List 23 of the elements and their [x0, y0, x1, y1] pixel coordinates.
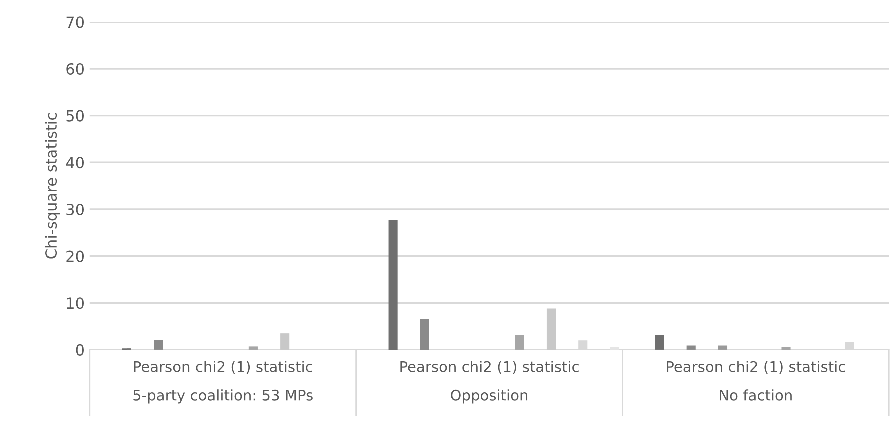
y-tick-label: 60 [66, 63, 84, 76]
bar [388, 220, 398, 350]
bar [546, 308, 556, 350]
y-tick-label: 50 [66, 110, 84, 122]
y-tick-label: 20 [66, 250, 84, 262]
bar [248, 346, 258, 350]
bar [420, 319, 430, 350]
x-tick-label: Pearson chi2 (1) statistic No faction [667, 361, 846, 401]
y-tick-label: 0 [76, 344, 84, 356]
bar [280, 334, 290, 350]
y-axis-title: Chi-square statistic [45, 113, 60, 259]
bar [782, 347, 791, 350]
y-tick-label: 30 [66, 204, 84, 216]
bar [154, 340, 164, 350]
y-tick-label: 40 [66, 157, 84, 169]
bar [515, 335, 524, 350]
x-tick-label: Pearson chi2 (1) statistic Opposition [400, 361, 579, 404]
bar [718, 346, 728, 350]
bar [686, 346, 696, 350]
y-tick-label: 70 [66, 16, 84, 28]
y-tick-label: 10 [67, 298, 84, 310]
x-tick-label: Pearson chi2 (1) statistic 5-party coalition: 53 MPs [134, 361, 313, 404]
bar [655, 335, 664, 350]
